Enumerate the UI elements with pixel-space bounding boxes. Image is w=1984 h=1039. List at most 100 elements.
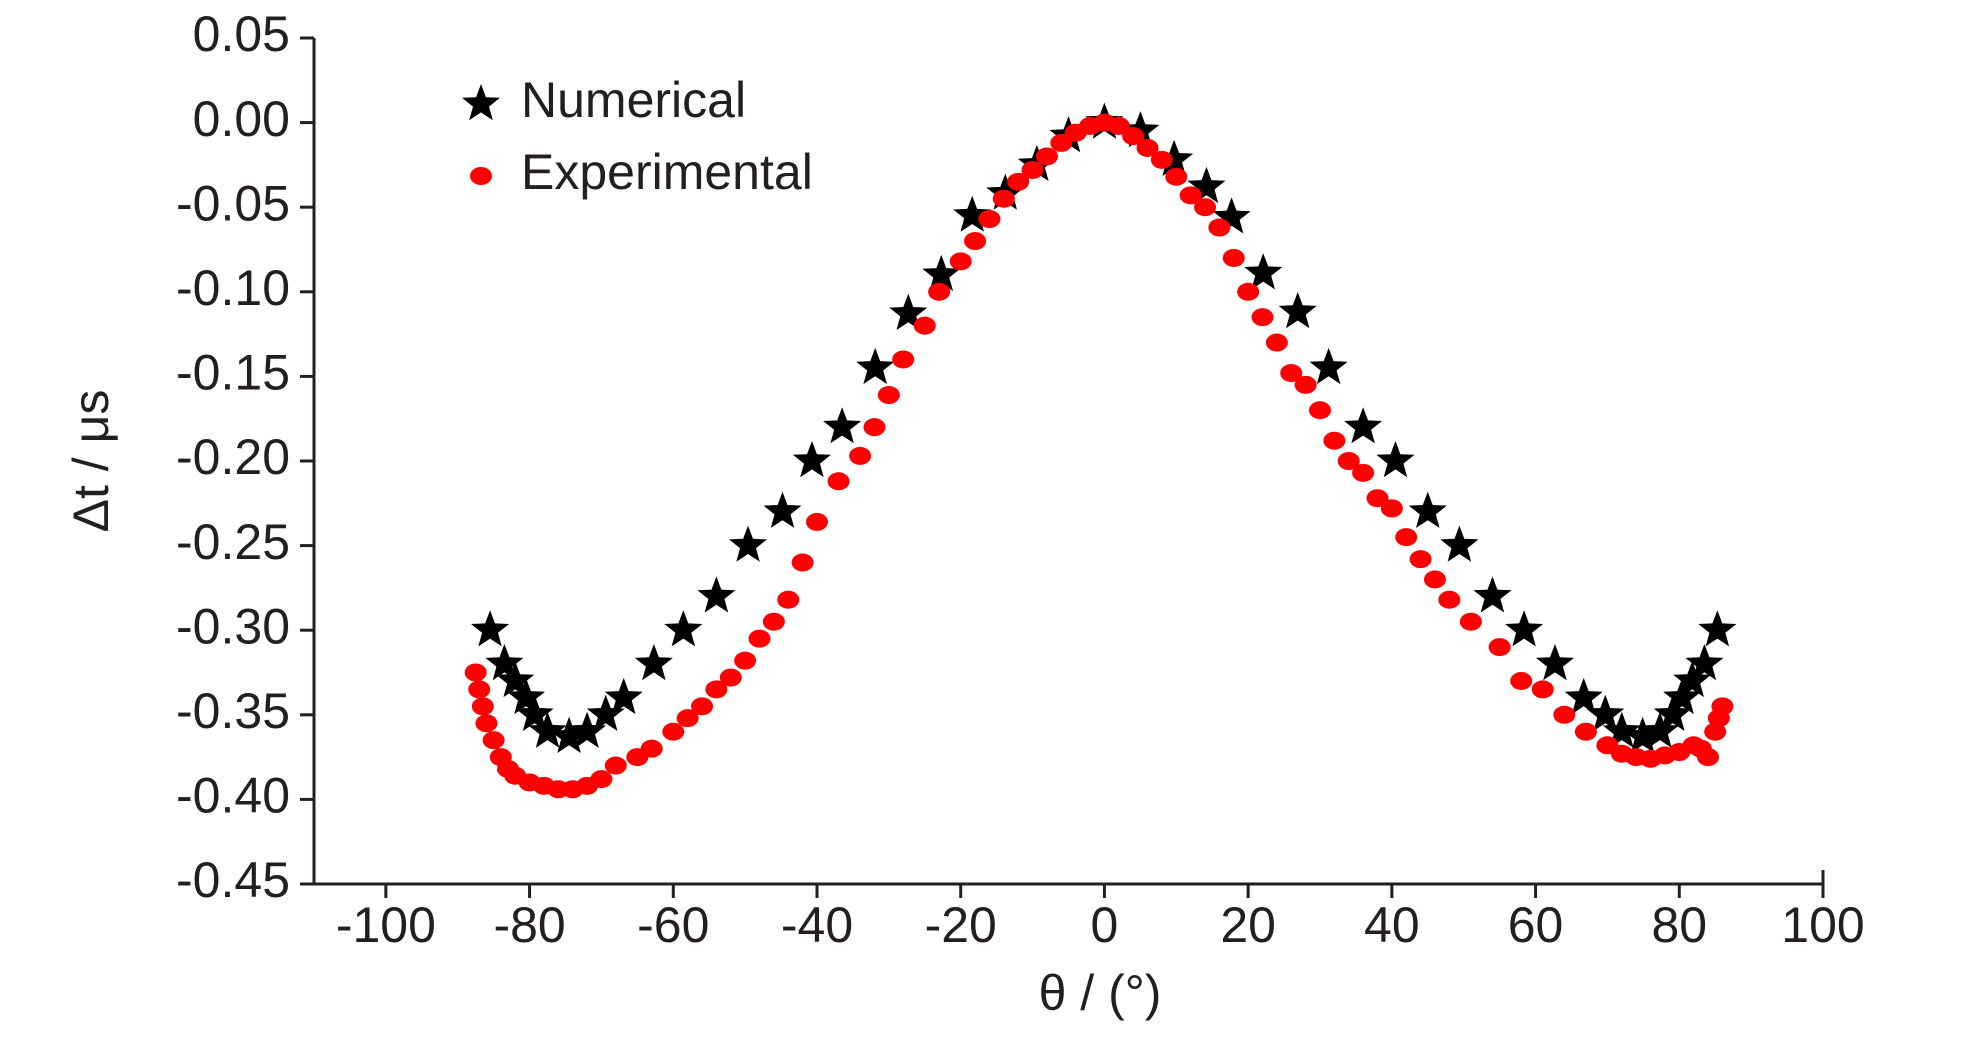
point	[777, 590, 800, 609]
point	[1179, 186, 1202, 205]
point	[590, 770, 613, 789]
point	[762, 612, 785, 631]
point	[1136, 138, 1159, 157]
point	[468, 680, 491, 699]
point	[1007, 172, 1030, 191]
point	[528, 711, 567, 748]
point	[1050, 133, 1073, 152]
point	[1440, 525, 1479, 562]
point	[1409, 550, 1432, 569]
point	[676, 709, 699, 728]
legend-marker	[470, 167, 492, 185]
point	[1294, 375, 1317, 394]
point	[1704, 722, 1727, 741]
point	[1244, 253, 1283, 290]
point	[1366, 489, 1389, 508]
point	[515, 694, 554, 731]
point	[1602, 711, 1641, 748]
point	[1438, 590, 1461, 609]
point	[1155, 139, 1194, 176]
point	[1280, 364, 1303, 383]
point	[1212, 197, 1251, 234]
point	[1122, 127, 1145, 146]
point	[1505, 610, 1544, 647]
point	[1574, 722, 1597, 741]
point	[1380, 499, 1403, 518]
point	[849, 446, 872, 465]
y-tick-label: -0.05	[176, 175, 290, 231]
point	[1187, 166, 1226, 204]
x-axis-label: θ / (°)	[1039, 965, 1162, 1021]
point	[953, 195, 992, 232]
point	[1165, 167, 1188, 186]
point	[634, 644, 673, 681]
y-tick-label: -0.45	[176, 852, 290, 908]
point	[791, 553, 814, 572]
y-tick-label: -0.20	[176, 429, 290, 485]
point	[877, 386, 900, 405]
point	[697, 576, 736, 613]
point	[662, 722, 685, 741]
point	[928, 282, 951, 301]
x-tick-label: 40	[1364, 897, 1420, 953]
y-tick-label: -0.30	[176, 598, 290, 654]
point	[1208, 218, 1231, 237]
point	[1553, 705, 1576, 724]
point	[978, 210, 1001, 229]
point	[763, 491, 802, 528]
point	[748, 629, 771, 648]
point	[792, 441, 831, 478]
point	[482, 731, 505, 750]
point	[550, 716, 589, 753]
point	[691, 697, 714, 716]
point	[1309, 401, 1331, 420]
x-tick-label: -100	[336, 897, 436, 953]
point	[1121, 111, 1160, 148]
point	[705, 680, 728, 699]
x-tick-label: -20	[925, 897, 997, 953]
point	[1237, 282, 1260, 301]
point	[1309, 347, 1348, 385]
point	[913, 316, 936, 335]
point	[1352, 463, 1375, 482]
point	[823, 407, 862, 444]
point	[664, 610, 703, 647]
point	[1107, 116, 1130, 135]
point	[892, 350, 915, 369]
legend-label: Numerical	[521, 72, 746, 128]
x-tick-label: -40	[781, 897, 853, 953]
point	[1673, 661, 1712, 698]
point	[719, 668, 742, 687]
point	[1473, 576, 1512, 613]
point	[1344, 407, 1383, 444]
point	[1698, 610, 1737, 647]
point	[1531, 680, 1554, 699]
y-axis-label: Δt / μs	[63, 390, 119, 533]
point	[1711, 697, 1734, 716]
point	[1222, 248, 1245, 267]
point	[475, 714, 498, 733]
point	[507, 677, 545, 715]
point	[496, 661, 535, 698]
x-tick-label: 80	[1651, 897, 1707, 953]
point	[827, 472, 850, 491]
x-tick-label: -80	[493, 897, 565, 953]
x-tick-label: -60	[637, 897, 709, 953]
point	[806, 512, 828, 531]
point	[1697, 748, 1720, 767]
x-tick-label: 100	[1781, 897, 1864, 953]
point	[964, 232, 987, 251]
point	[586, 694, 625, 731]
point	[1265, 333, 1288, 352]
point	[949, 252, 972, 271]
point	[1035, 147, 1058, 166]
point	[1685, 644, 1724, 681]
point	[1536, 644, 1574, 681]
point	[1640, 711, 1679, 748]
point	[1653, 694, 1692, 731]
point	[1586, 694, 1625, 731]
point	[992, 189, 1015, 208]
point	[1278, 292, 1317, 329]
point	[1323, 431, 1346, 450]
